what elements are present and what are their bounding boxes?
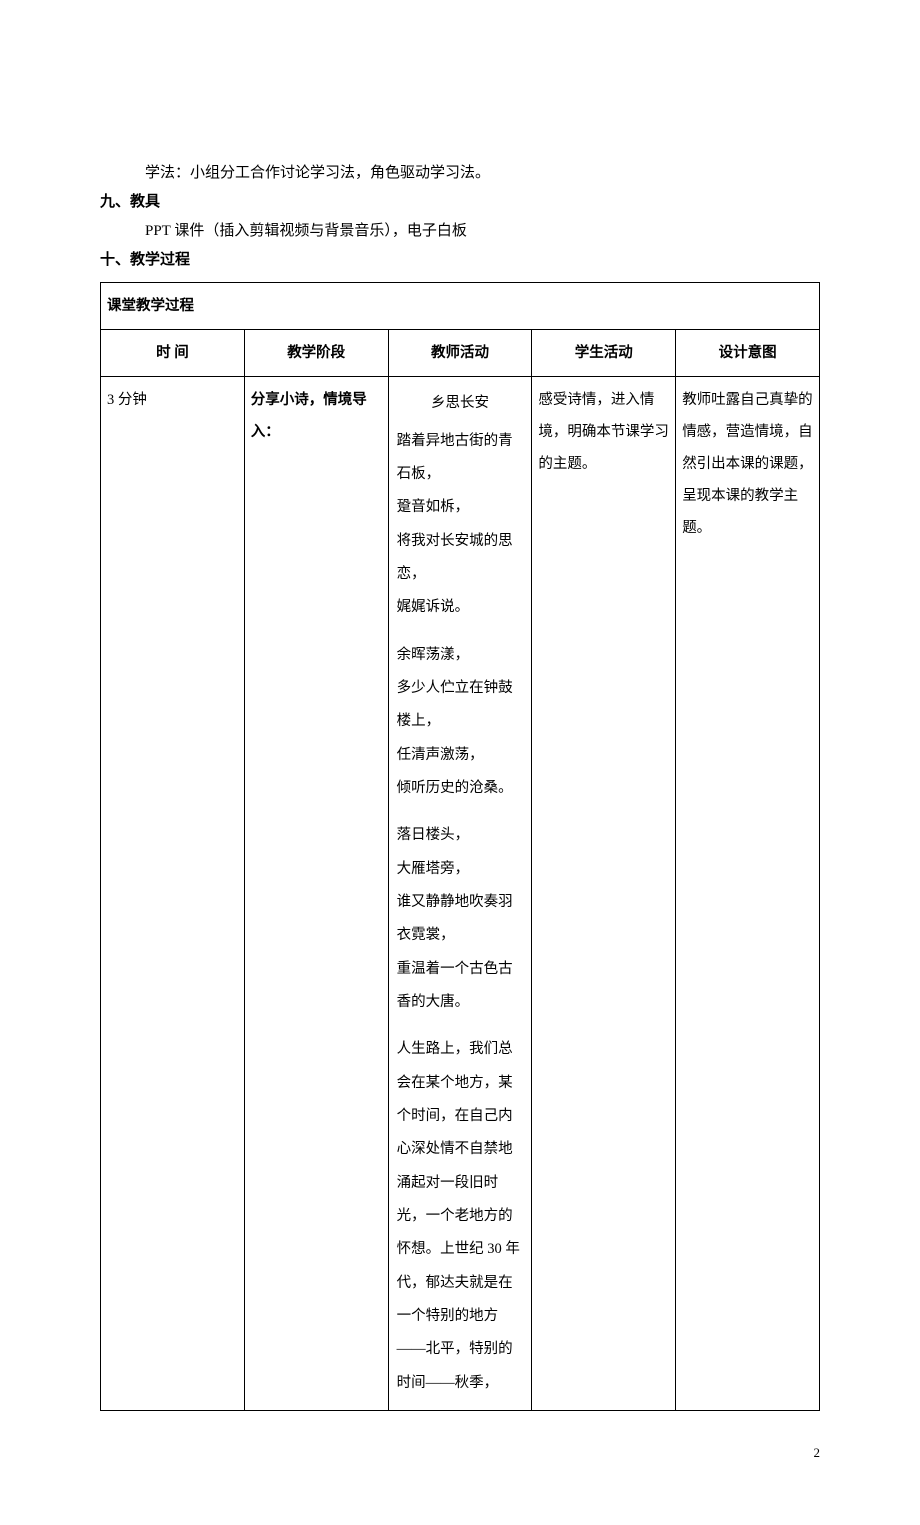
poem-line: 余晖荡漾， — [397, 639, 524, 672]
poem-line: 落日楼头， — [397, 819, 524, 852]
cell-design-intent: 教师吐露自己真挚的情感，营造情境，自然引出本课的课题，呈现本课的教学主题。 — [676, 377, 820, 1411]
poem-line: 娓娓诉说。 — [397, 591, 524, 624]
learning-method-text: 学法：小组分工合作讨论学习法，角色驱动学习法。 — [115, 160, 820, 187]
cell-stage: 分享小诗，情境导入： — [244, 377, 388, 1411]
poem-line: 踏着异地古街的青石板， — [397, 425, 524, 492]
section-9-content: PPT 课件（插入剪辑视频与背景音乐），电子白板 — [115, 218, 820, 245]
poem-stanza-2: 余晖荡漾， 多少人伫立在钟鼓楼上， 任清声激荡， 倾听历史的沧桑。 — [397, 639, 524, 806]
page-number: 2 — [100, 1441, 820, 1464]
cell-time: 3 分钟 — [101, 377, 245, 1411]
col-header-stage: 教学阶段 — [244, 330, 388, 377]
poem-line: 多少人伫立在钟鼓楼上， — [397, 672, 524, 739]
poem-line: 倾听历史的沧桑。 — [397, 772, 524, 805]
poem-stanza-3: 落日楼头， 大雁塔旁， 谁又静静地吹奏羽衣霓裳， 重温着一个古色古香的大唐。 — [397, 819, 524, 1019]
col-header-student: 学生活动 — [532, 330, 676, 377]
table-row: 3 分钟 分享小诗，情境导入： 乡思长安 踏着异地古街的青石板， 跫音如柝， 将… — [101, 377, 820, 1411]
poem-stanza-1: 踏着异地古街的青石板， 跫音如柝， 将我对长安城的思恋， 娓娓诉说。 — [397, 425, 524, 625]
table-column-header-row: 时 间 教学阶段 教师活动 学生活动 设计意图 — [101, 330, 820, 377]
col-header-intent: 设计意图 — [676, 330, 820, 377]
poem-title: 乡思长安 — [397, 387, 524, 420]
col-header-teacher: 教师活动 — [388, 330, 532, 377]
table-process-header-row: 课堂教学过程 — [101, 283, 820, 330]
poem-line: 谁又静静地吹奏羽衣霓裳， — [397, 886, 524, 953]
poem-line: 重温着一个古色古香的大唐。 — [397, 953, 524, 1020]
poem-line: 将我对长安城的思恋， — [397, 525, 524, 592]
cell-teacher-activity: 乡思长安 踏着异地古街的青石板， 跫音如柝， 将我对长安城的思恋， 娓娓诉说。 … — [388, 377, 532, 1411]
poem-line: 跫音如柝， — [397, 491, 524, 524]
teacher-prose: 人生路上，我们总会在某个地方，某个时间，在自己内心深处情不自禁地涌起对一段旧时光… — [397, 1033, 524, 1400]
section-10-heading: 十、教学过程 — [100, 247, 820, 274]
teaching-process-table: 课堂教学过程 时 间 教学阶段 教师活动 学生活动 设计意图 3 分钟 分享小诗… — [100, 282, 820, 1411]
section-9-heading: 九、教具 — [100, 189, 820, 216]
col-header-time: 时 间 — [101, 330, 245, 377]
poem-line: 大雁塔旁， — [397, 853, 524, 886]
cell-student-activity: 感受诗情，进入情境，明确本节课学习的主题。 — [532, 377, 676, 1411]
table-process-header: 课堂教学过程 — [101, 283, 820, 330]
poem-line: 任清声激荡， — [397, 739, 524, 772]
